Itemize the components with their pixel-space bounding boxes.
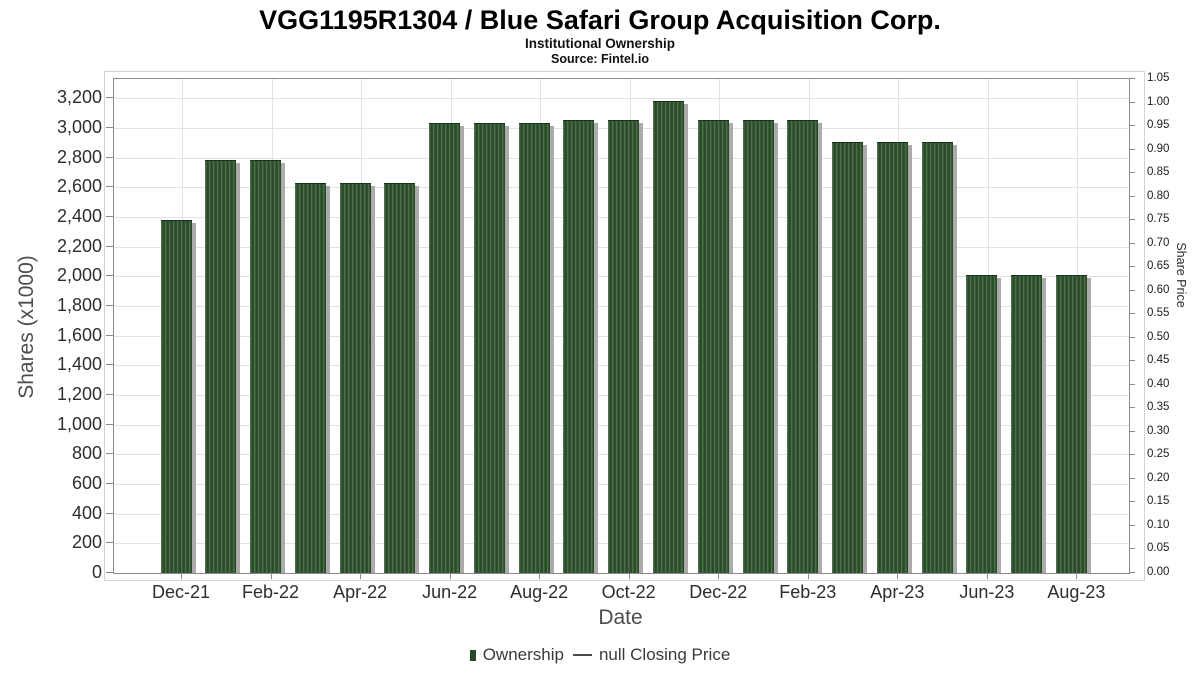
y-left-tick-label: 800	[71, 443, 102, 464]
y-right-tick-label: 0.80	[1147, 189, 1170, 202]
bar[interactable]	[429, 123, 461, 573]
bar[interactable]	[294, 183, 326, 573]
bar[interactable]	[787, 120, 819, 573]
bar[interactable]	[652, 101, 684, 573]
bar[interactable]	[921, 142, 953, 573]
x-tick-label: Apr-23	[870, 582, 925, 602]
chart-source: Source: Fintel.io	[551, 52, 649, 66]
y-right-tick-label: 0.15	[1147, 495, 1170, 508]
bar[interactable]	[742, 120, 774, 573]
y-right-tick-label: 1.00	[1147, 95, 1170, 108]
y-right-tick-label: 0.95	[1147, 119, 1170, 132]
bar[interactable]	[160, 220, 192, 573]
closing-price-line-icon	[572, 653, 592, 657]
y-axis-left-title: Shares (x1000)	[15, 255, 38, 399]
legend: Ownership null Closing Price	[0, 645, 1200, 665]
x-tick-label: Aug-23	[1047, 582, 1106, 602]
bar[interactable]	[518, 123, 550, 573]
x-tick-label: Jun-23	[959, 582, 1015, 602]
y-right-tick-label: 0.45	[1147, 354, 1170, 367]
legend-item-ownership[interactable]: Ownership	[469, 645, 564, 665]
x-tick-label: Apr-22	[333, 582, 388, 602]
legend-label-closing-price: null Closing Price	[598, 645, 731, 664]
y-right-tick-label: 0.90	[1147, 142, 1170, 155]
x-tick-label: Dec-21	[151, 582, 211, 602]
bar[interactable]	[608, 120, 640, 573]
bar[interactable]	[876, 142, 908, 573]
y-left-tick-label: 2,800	[56, 146, 102, 167]
y-right-tick-label: 0.10	[1147, 518, 1170, 531]
y-right-tick-label: 0.85	[1147, 166, 1170, 179]
y-right-tick-label: 0.30	[1147, 424, 1170, 437]
bar[interactable]	[966, 275, 998, 573]
bar[interactable]	[1055, 275, 1087, 573]
bar[interactable]	[563, 120, 595, 573]
y-axis-right-title: Share Price	[1174, 242, 1188, 308]
bar[interactable]	[832, 142, 864, 573]
x-tick-label: Oct-22	[601, 582, 656, 602]
bar[interactable]	[384, 183, 416, 573]
y-left-tick-label: 0	[91, 562, 102, 582]
x-tick-label: Feb-23	[779, 582, 837, 602]
y-left-tick-label: 2,600	[56, 176, 102, 197]
y-right-tick-label: 0.40	[1147, 377, 1170, 390]
x-tick-label: Aug-22	[510, 582, 569, 602]
legend-label-ownership: Ownership	[482, 645, 564, 664]
x-axis-title: Date	[598, 606, 643, 629]
y-right-tick-label: 1.05	[1147, 72, 1170, 84]
bar[interactable]	[205, 160, 237, 573]
x-tick-label: Feb-22	[242, 582, 300, 602]
ownership-swatch-icon	[469, 649, 476, 661]
y-left-tick-label: 200	[71, 532, 102, 553]
y-left-tick-label: 400	[71, 502, 102, 523]
bar[interactable]	[250, 160, 282, 573]
y-right-tick-label: 0.35	[1147, 401, 1170, 414]
y-right-tick-label: 0.00	[1147, 566, 1170, 578]
chart-title: VGG1195R1304 / Blue Safari Group Acquisi…	[259, 5, 941, 35]
y-right-tick-label: 0.25	[1147, 448, 1170, 461]
y-left-tick-label: 600	[71, 472, 102, 493]
plot-area	[113, 78, 1130, 574]
x-tick-label: Jun-22	[422, 582, 478, 602]
bar[interactable]	[473, 123, 505, 573]
y-left-tick-label: 3,000	[56, 116, 102, 137]
y-right-tick-label: 0.05	[1147, 542, 1170, 555]
legend-item-closing-price[interactable]: null Closing Price	[572, 645, 731, 665]
y-right-tick-label: 0.20	[1147, 471, 1170, 484]
bar[interactable]	[1011, 275, 1043, 573]
bar[interactable]	[697, 120, 729, 573]
gridline-h	[114, 98, 1129, 100]
y-left-tick-label: 3,200	[56, 87, 102, 108]
bar[interactable]	[339, 183, 371, 573]
x-tick-label: Dec-22	[689, 582, 748, 602]
chart-subtitle: Institutional Ownership	[524, 36, 675, 51]
